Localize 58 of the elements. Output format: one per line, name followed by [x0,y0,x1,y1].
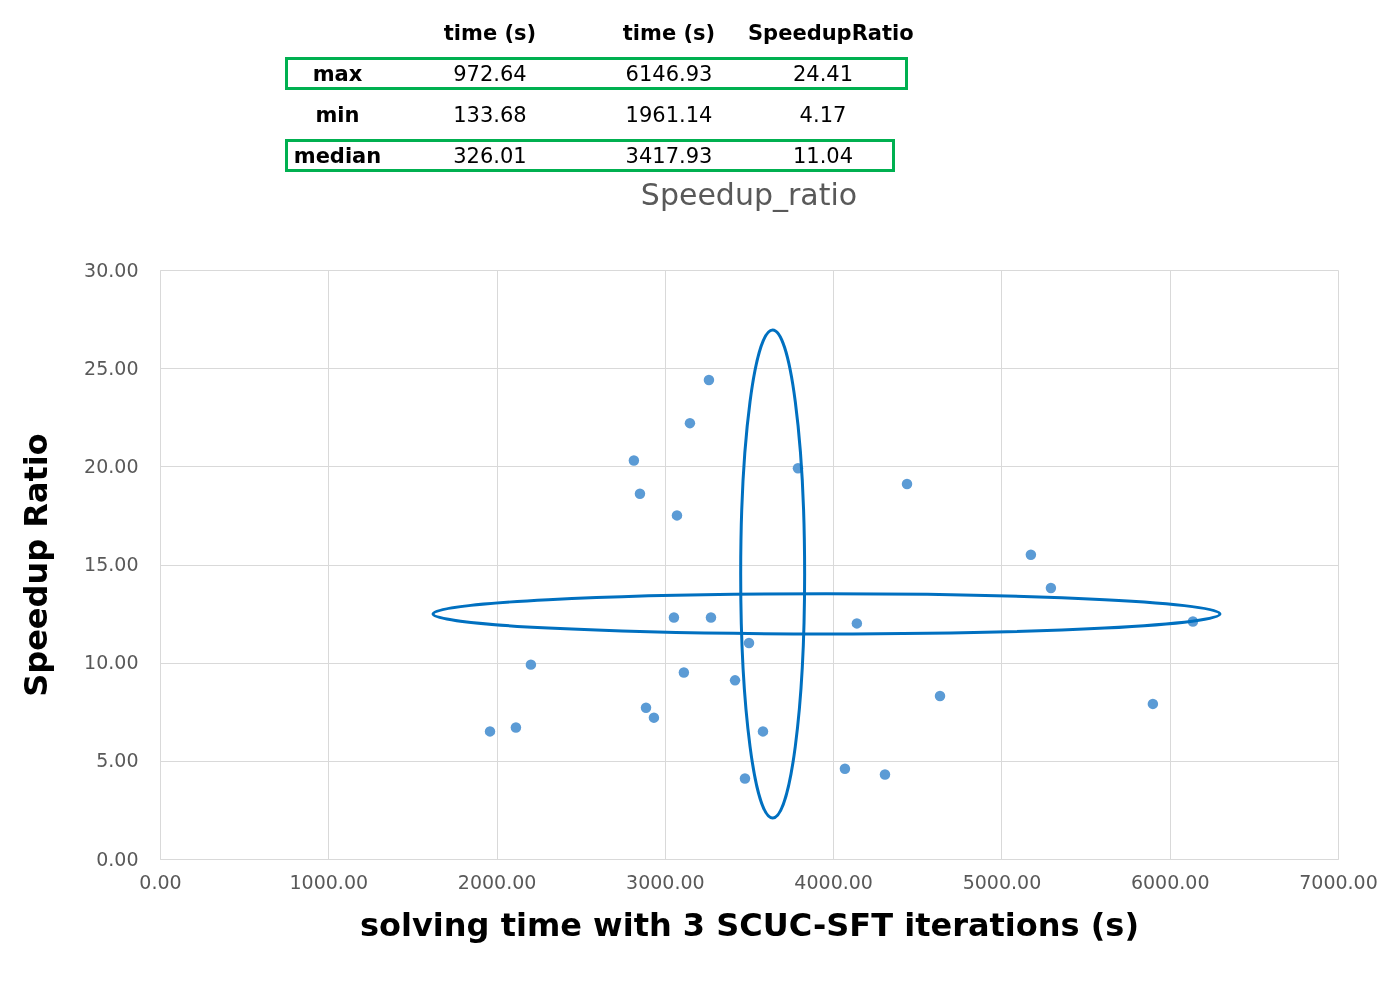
y-tick-label: 20.00 [84,454,139,477]
text: max [311,61,364,86]
point [851,618,863,629]
text: 133.68 [452,102,528,127]
point [640,702,652,714]
point [729,675,741,686]
x-axis-title: solving time with 3 SCUC-SFT iterations (s) [359,905,1140,944]
text: 11.04 [791,143,855,168]
point [678,667,690,678]
point [901,478,913,490]
x-tick-label: 5000.00 [962,870,1042,893]
x-tick-label: 4000.00 [794,870,873,893]
text: time (s) [621,20,717,45]
chart-title: Speedup_ratio [640,177,858,212]
point [705,612,717,623]
text: SpeedupRatio [748,20,914,45]
text: min [314,102,361,127]
y-tick-label: 15.00 [84,553,139,575]
text: 1961.14 [624,102,714,127]
y-tick-label: 10.00 [84,651,139,674]
point [634,488,646,500]
point [684,417,696,429]
y-tick-label: 5.00 [96,749,139,772]
point [703,374,715,386]
point [1147,698,1159,710]
point [743,637,755,649]
y-tick-label: 0.00 [96,847,139,870]
point [510,722,522,733]
point [525,659,537,670]
point [648,712,660,723]
text: 4.17 [798,102,848,127]
point [628,455,640,466]
text: 972.64 [452,61,528,86]
point [757,726,769,737]
point [671,510,683,521]
point [739,773,751,784]
text: 326.01 [452,143,528,168]
x-tick-label: 1000.00 [289,870,369,893]
x-tick-label: 6000.00 [1130,870,1210,893]
y-tick-label: 25.00 [84,356,139,379]
y-tick-label: 30.00 [84,258,139,281]
x-tick-label: 3000.00 [626,870,705,893]
point [879,769,891,780]
point [1025,549,1037,560]
x-tick-label: 2000.00 [457,870,537,893]
text: 3417.93 [624,143,714,168]
point [484,726,496,737]
point [1045,582,1057,594]
point [668,612,680,623]
text: 24.41 [791,61,855,86]
point [839,763,851,774]
text: median [292,143,383,168]
y-axis-title: Speedup Ratio [17,433,56,697]
text: time (s) [442,20,538,45]
point [934,690,946,702]
text: 6146.93 [624,61,714,86]
x-tick-label: 0.00 [139,870,182,893]
x-tick-label: 7000.00 [1299,870,1378,893]
